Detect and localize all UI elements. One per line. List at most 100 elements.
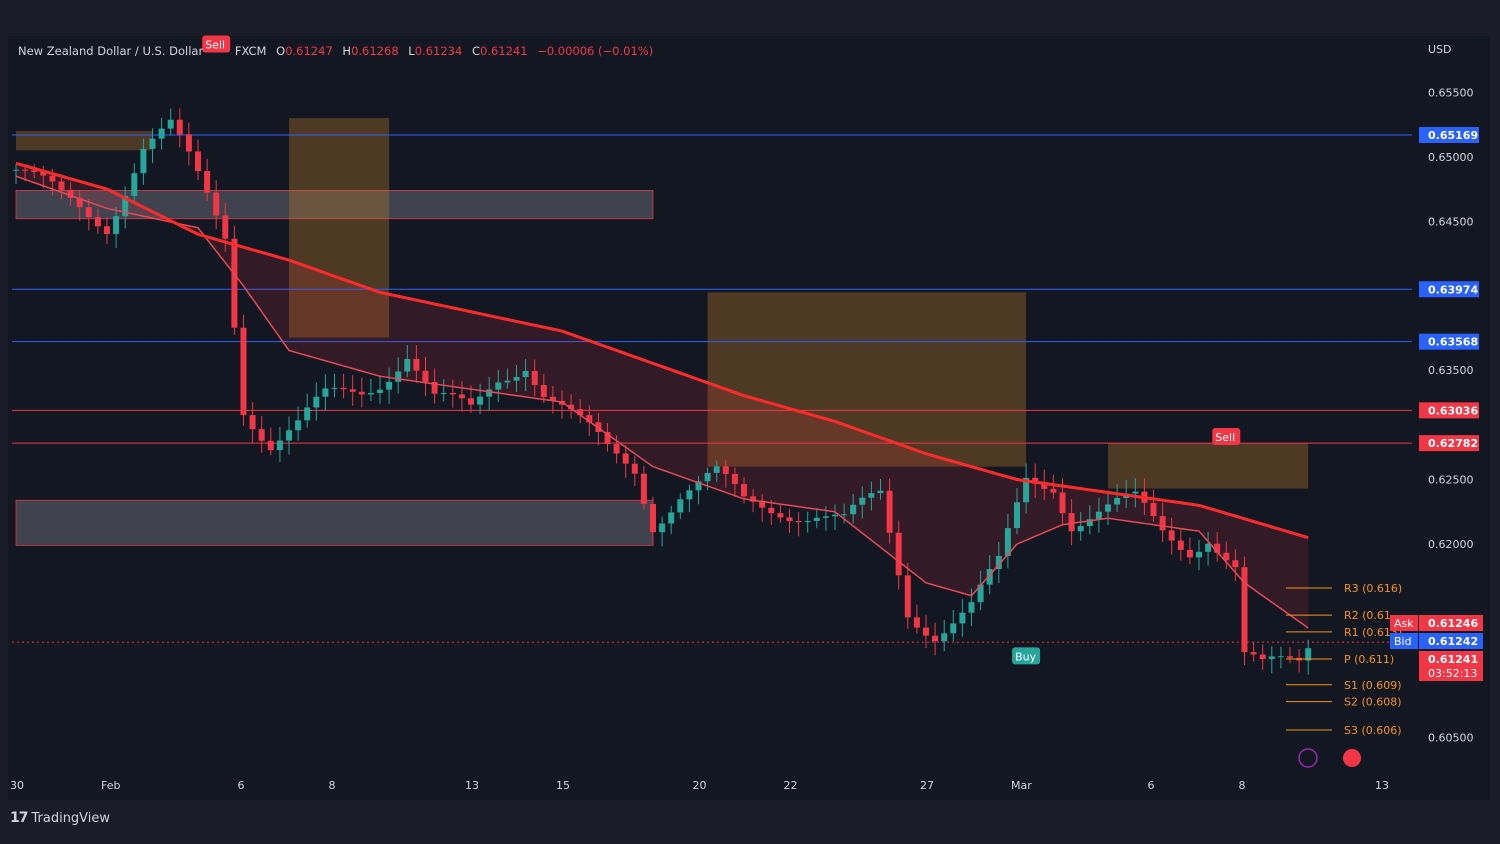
signal-label: Sell: [1215, 431, 1235, 444]
open-value: 0.61247: [285, 44, 333, 58]
candle-body: [458, 394, 465, 399]
candle-body: [1105, 504, 1111, 512]
candle-body: [386, 381, 393, 390]
level-tag: [1419, 435, 1479, 452]
candle-body: [1159, 516, 1166, 531]
pivot-label: S2 (0.608): [1344, 696, 1402, 709]
candle-body: [923, 627, 929, 636]
y-tick-label: 0.62000: [1428, 538, 1474, 551]
x-tick-label: 30: [10, 779, 24, 792]
candle-body: [22, 169, 29, 171]
candle-body: [568, 404, 575, 410]
y-tick-label: 0.62500: [1428, 474, 1474, 487]
us-flag-icon: [1343, 749, 1361, 767]
candle-body: [722, 466, 729, 474]
candle-body: [695, 481, 702, 491]
candle-body: [1277, 656, 1284, 658]
candle-body: [886, 490, 893, 533]
symbol-name[interactable]: New Zealand Dollar / U.S. Dollar: [18, 44, 204, 58]
x-tick-label: 27: [920, 779, 934, 792]
candle-body: [577, 409, 584, 416]
level-tag: [1419, 333, 1479, 350]
candle-body: [813, 517, 820, 521]
candle-body: [804, 520, 811, 523]
candle-body: [40, 171, 47, 176]
pivot-label: S3 (0.606): [1344, 724, 1402, 737]
candle-body: [877, 490, 884, 494]
candle-body: [404, 358, 411, 372]
y-tick-label: 0.65000: [1428, 151, 1474, 164]
symbol-header: New Zealand Dollar / U.S. Dollar FXCM O0…: [18, 44, 653, 58]
candle-body: [131, 173, 138, 196]
candle-body: [977, 584, 984, 603]
level-tag-value: 0.63568: [1428, 336, 1478, 349]
candle-body: [668, 512, 675, 524]
candle-body: [249, 415, 256, 430]
candle-body: [140, 148, 147, 174]
candle-body: [1305, 648, 1312, 661]
y-tick-label: 0.65500: [1428, 86, 1474, 99]
candle-body: [731, 473, 738, 485]
candle-body: [1077, 526, 1084, 532]
candle-body: [677, 499, 684, 513]
candle-body: [122, 195, 129, 217]
candle-body: [1177, 540, 1184, 550]
candle-body: [549, 396, 556, 401]
candle-body: [240, 327, 247, 416]
candle-body: [367, 392, 374, 395]
candle-body: [1132, 491, 1139, 494]
candle-body: [504, 380, 511, 383]
x-tick-label: 22: [784, 779, 798, 792]
candle-body: [531, 370, 538, 385]
pivot-label: S1 (0.609): [1344, 679, 1402, 692]
pivot-label: R2 (0.61: [1344, 609, 1391, 622]
candle-body: [495, 382, 502, 390]
candle-body: [932, 635, 939, 642]
candle-body: [304, 407, 311, 421]
price-tag-bg: [1419, 651, 1483, 681]
close-value: 0.61241: [479, 44, 528, 58]
low-value: 0.61234: [414, 44, 463, 58]
candle-body: [286, 430, 292, 441]
candle-body: [950, 623, 957, 634]
lightning-icon: [1298, 748, 1318, 768]
candle-body: [49, 175, 56, 182]
candle-body: [258, 429, 265, 441]
candle-body: [777, 513, 784, 518]
gray-zone: [15, 499, 654, 546]
candle-body: [449, 392, 456, 395]
candle-body: [31, 170, 38, 172]
candle-body: [895, 532, 902, 576]
x-tick-label: 8: [1239, 779, 1246, 792]
currency-label: USD: [1428, 43, 1452, 56]
candle-body: [795, 521, 802, 523]
candle-body: [686, 490, 693, 500]
candle-body: [231, 238, 238, 328]
x-tick-label: 13: [465, 779, 479, 792]
tv-logo-icon: 17: [10, 810, 29, 826]
candle-body: [1050, 488, 1057, 493]
candle-body: [1014, 502, 1020, 529]
candle-body: [604, 432, 611, 445]
tradingview-logo[interactable]: 17 TradingView: [10, 810, 110, 826]
candle-body: [185, 134, 192, 152]
candle-body: [1223, 552, 1230, 561]
candle-body: [276, 440, 283, 451]
candle-body: [313, 396, 320, 408]
level-tag-value: 0.63036: [1428, 404, 1478, 417]
candle-body: [340, 387, 347, 390]
price-tag-value: 0.61241: [1428, 653, 1478, 666]
candle-body: [822, 516, 829, 518]
y-tick-label: 0.63500: [1428, 364, 1474, 377]
candle-body: [1041, 483, 1048, 489]
candle-body: [1086, 519, 1093, 527]
candle-body: [358, 391, 365, 395]
price-tag-label: Bid: [1394, 635, 1412, 648]
candle-body: [904, 575, 911, 618]
x-tick-label: 6: [1148, 779, 1155, 792]
candle-body: [468, 398, 474, 405]
candle-body: [1168, 530, 1175, 541]
signal-badge: [1012, 647, 1041, 665]
pivot-label: P (0.611): [1344, 653, 1394, 666]
